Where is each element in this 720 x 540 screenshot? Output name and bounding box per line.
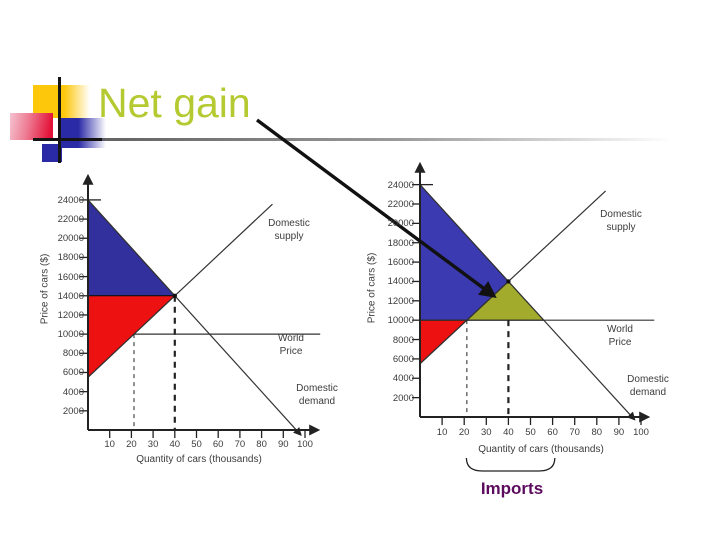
left-x-axis-title: Quantity of cars (thousands) [136, 454, 262, 465]
right-x-axis-title: Quantity of cars (thousands) [478, 444, 604, 455]
left-world-price-label: World Price [278, 333, 304, 357]
left-domestic-supply-label: Domestic supply [268, 218, 310, 242]
right-domestic-supply-line [419, 190, 607, 365]
right-domestic-demand-label: Domestic demand [627, 374, 669, 398]
logo-vertical-line [58, 77, 61, 163]
right-world-price-label: World Price [607, 324, 633, 348]
imports-label: Imports [480, 479, 544, 498]
logo-yellow-square [33, 85, 90, 118]
logo-red-square [10, 113, 53, 140]
imports-brace [465, 457, 556, 472]
left-equilibrium-point [172, 293, 177, 298]
right-equilibrium-point [506, 279, 511, 284]
right-y-axis-title: Price of cars ($) [366, 252, 378, 324]
left-y-axis-title: Price of cars ($) [39, 253, 51, 325]
left-domestic-demand-line [87, 199, 302, 437]
right-domestic-demand-line [419, 184, 636, 421]
left-domestic-demand-label: Domestic demand [296, 383, 338, 407]
left-domestic-supply-line [87, 203, 273, 378]
logo-blue-small-square [42, 144, 62, 162]
right-domestic-supply-label: Domestic supply [600, 209, 642, 233]
page-title: Net gain [98, 80, 251, 126]
title-underline [60, 138, 672, 141]
logo-horizontal-line [33, 138, 102, 141]
title-to-net-gain-arrow [255, 118, 497, 299]
logo-blue-square [60, 118, 106, 148]
